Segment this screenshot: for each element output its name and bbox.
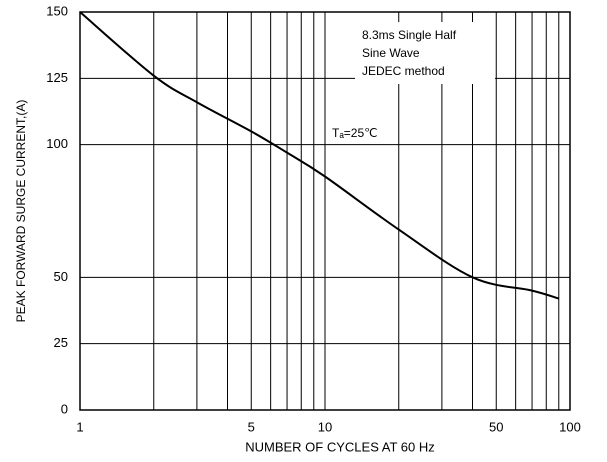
y-tick-label: 25 bbox=[54, 335, 68, 350]
y-tick-label: 125 bbox=[46, 70, 68, 85]
x-axis-label: NUMBER OF CYCLES AT 60 Hz bbox=[245, 439, 435, 454]
y-axis-label: PEAK FORWARD SURGE CURRENT,(A) bbox=[14, 100, 28, 323]
annotation: 8.3ms Single Half bbox=[362, 28, 457, 42]
x-tick-label: 50 bbox=[489, 419, 503, 434]
y-tick-label: 50 bbox=[54, 269, 68, 284]
y-tick-label: 150 bbox=[46, 3, 68, 18]
annotation: Tₐ=25℃ bbox=[332, 126, 378, 140]
annotation: JEDEC method bbox=[362, 64, 445, 78]
y-tick-label: 0 bbox=[61, 401, 68, 416]
x-tick-label: 10 bbox=[318, 419, 332, 434]
x-tick-label: 100 bbox=[559, 419, 581, 434]
y-tick-label: 100 bbox=[46, 136, 68, 151]
note-box bbox=[355, 22, 495, 84]
note-box bbox=[328, 124, 398, 144]
data-line bbox=[79, 11, 560, 300]
plot-frame bbox=[79, 11, 571, 411]
annotation: Sine Wave bbox=[362, 46, 420, 60]
x-tick-label: 1 bbox=[76, 419, 83, 434]
x-tick-label: 5 bbox=[248, 419, 255, 434]
